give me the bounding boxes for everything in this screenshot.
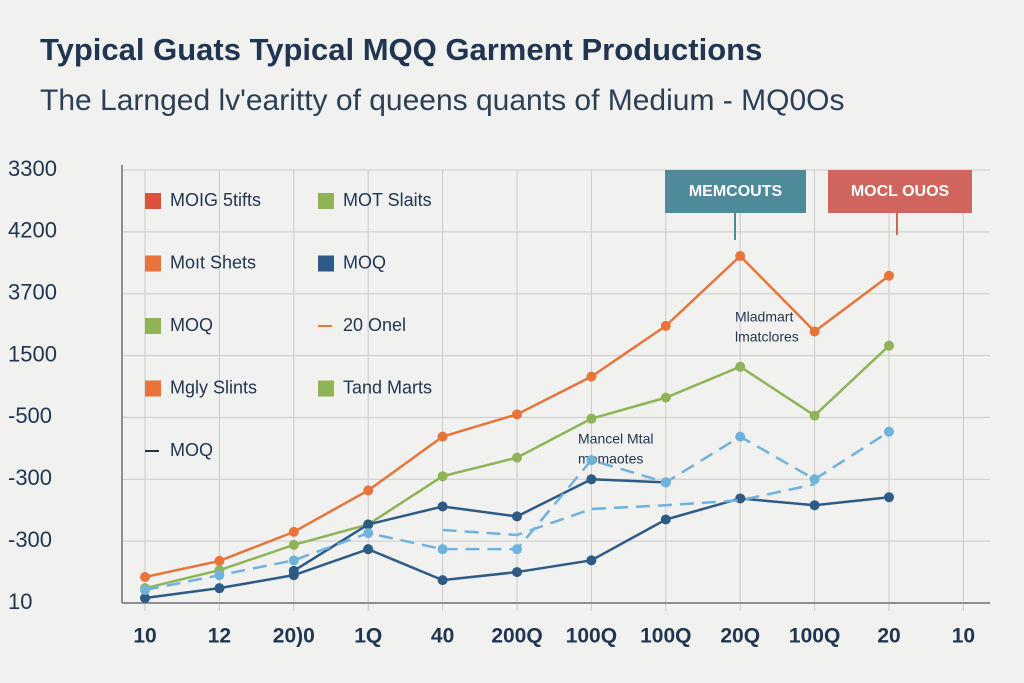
callout-label: MEMCOUTS — [689, 183, 783, 200]
legend-label: MOIG 5tifts — [170, 190, 261, 210]
x-tick-label: 100Q — [566, 625, 617, 648]
point — [140, 572, 150, 583]
point — [437, 471, 448, 482]
point — [735, 250, 746, 261]
legend-label: MOQ — [170, 315, 213, 335]
point — [586, 413, 597, 424]
legend-label: Mgly Slints — [170, 377, 257, 397]
point — [735, 361, 746, 372]
y-tick-label: -300 — [8, 465, 52, 490]
point — [884, 426, 894, 437]
point — [809, 500, 820, 511]
point — [437, 501, 448, 512]
y-tick-label: 1500 — [8, 341, 57, 366]
point — [586, 474, 597, 485]
point — [809, 474, 820, 485]
legend-label: MOQ — [343, 252, 386, 272]
y-tick-label: -300 — [8, 527, 52, 552]
point — [140, 585, 150, 596]
callout-box — [665, 170, 806, 213]
point — [660, 392, 671, 403]
legend-marker — [145, 318, 161, 334]
x-tick-label: 200Q — [491, 625, 542, 648]
point — [512, 452, 522, 463]
point — [809, 326, 820, 337]
series-line — [293, 478, 666, 572]
point — [214, 555, 225, 566]
point — [214, 570, 225, 581]
callout-label: MOCL OUOS — [851, 183, 950, 200]
point — [363, 485, 374, 496]
x-tick-label: 10 — [952, 625, 975, 648]
y-tick-label: 3700 — [8, 280, 57, 305]
point — [288, 570, 299, 581]
point — [437, 575, 448, 586]
legend-marker — [145, 380, 161, 397]
point — [586, 555, 597, 566]
annotation: Mancel Mtal — [578, 431, 653, 447]
x-tick-label: 10 — [133, 625, 156, 648]
x-tick-label: 12 — [208, 625, 231, 648]
point — [512, 544, 522, 555]
x-tick-label: 40 — [431, 625, 454, 648]
point — [437, 431, 448, 442]
point — [586, 371, 597, 382]
callout-box — [828, 170, 972, 213]
legend-marker — [318, 380, 334, 397]
legend-marker — [145, 255, 161, 272]
x-tick-label: 20Q — [720, 625, 760, 648]
legend-label: Moıt Shets — [170, 252, 256, 272]
point — [809, 410, 820, 421]
point — [288, 526, 299, 537]
x-tick-label: 1Q — [354, 625, 382, 648]
point — [512, 409, 522, 420]
point — [884, 340, 894, 351]
point — [214, 583, 225, 594]
y-tick-label: -500 — [8, 403, 52, 428]
legend-label: Tand Marts — [343, 377, 432, 397]
legend-label: MOT Slaits — [343, 190, 432, 210]
point — [363, 544, 374, 555]
chart-title: Typical Guats Typical MQQ Garment Produc… — [40, 32, 762, 67]
x-tick-label: 100Q — [789, 625, 840, 648]
x-tick-label: 100Q — [640, 625, 691, 648]
legend-label: 20 Onel — [343, 315, 406, 335]
point — [735, 493, 746, 504]
annotation: Mladmart — [735, 309, 793, 325]
point — [660, 320, 671, 331]
point — [437, 544, 448, 555]
point — [512, 511, 522, 522]
legend-label: MOQ — [170, 440, 213, 460]
point — [884, 270, 894, 281]
point — [660, 477, 671, 488]
point — [586, 455, 597, 466]
y-tick-label: 10 — [8, 589, 32, 614]
point — [288, 555, 299, 566]
point — [512, 567, 522, 578]
point — [363, 519, 374, 530]
legend-marker — [145, 193, 161, 209]
point — [288, 539, 299, 550]
y-tick-label: 3300 — [8, 156, 57, 181]
point — [884, 492, 894, 503]
point — [140, 593, 150, 604]
x-tick-label: 20 — [877, 625, 900, 648]
legend-marker — [318, 255, 334, 272]
point — [660, 514, 671, 525]
chart-subtitle: The Larnged lv'earitty of queens quants … — [40, 84, 844, 117]
point — [735, 431, 746, 442]
series-line — [442, 483, 815, 537]
point — [363, 528, 374, 539]
annotation: lmatclores — [735, 329, 799, 345]
legend-marker — [318, 193, 334, 209]
x-tick-label: 20)0 — [273, 625, 315, 648]
y-tick-label: 4200 — [8, 218, 57, 243]
